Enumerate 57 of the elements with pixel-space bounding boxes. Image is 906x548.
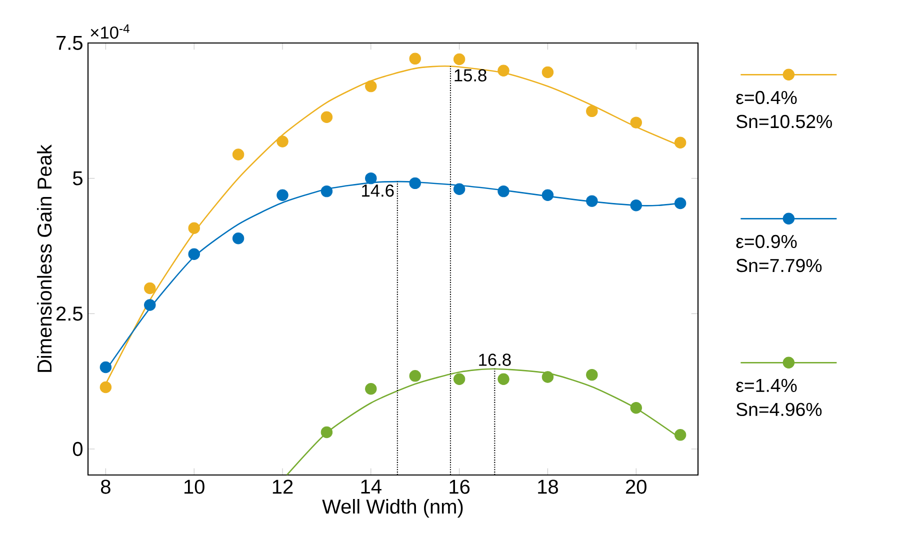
point — [542, 189, 554, 201]
x-tick-label: 20 — [626, 480, 646, 494]
y-tick-label: 0 — [72, 442, 83, 456]
point — [365, 383, 377, 395]
point — [320, 185, 333, 198]
point — [100, 361, 112, 374]
y-tick-label: 7.5 — [56, 36, 82, 50]
legend-label: ε=1.4% Sn=4.96% — [736, 378, 822, 416]
point — [674, 136, 686, 148]
point — [320, 426, 333, 438]
point — [630, 402, 642, 414]
x-tick-label: 8 — [101, 480, 110, 494]
x-tick-label: 14 — [361, 480, 382, 494]
x-tick-label: 16 — [450, 480, 470, 494]
y-tick-label: 2.5 — [56, 306, 82, 321]
ref-line-label: 15.8 — [454, 69, 486, 82]
ref-line-label: 14.6 — [362, 184, 394, 197]
point — [188, 248, 200, 260]
point — [365, 80, 377, 92]
x-tick-label: 10 — [184, 480, 204, 494]
x-axis-title: Well Width (nm) — [322, 499, 463, 518]
y-tick-label: 5 — [72, 171, 82, 186]
ref-line-label: 16.8 — [479, 354, 511, 366]
point — [232, 148, 244, 160]
point — [542, 371, 554, 383]
point — [453, 183, 466, 196]
legend-label: ε=0.9% Sn=7.79% — [736, 234, 822, 272]
point — [276, 189, 288, 201]
point — [365, 172, 377, 184]
point — [498, 64, 510, 76]
point — [276, 136, 288, 148]
point — [453, 373, 466, 386]
point — [630, 200, 642, 212]
point — [409, 370, 421, 382]
point — [232, 232, 244, 244]
point — [320, 111, 333, 124]
point — [100, 381, 112, 394]
point — [409, 177, 421, 190]
point — [409, 52, 421, 65]
point — [498, 373, 510, 386]
legend-label: ε=0.4% Sn=10.52% — [736, 90, 832, 128]
point — [188, 222, 200, 234]
point — [144, 282, 156, 294]
point — [453, 53, 466, 66]
y-axis-title: Dimensionless Gain Peak — [36, 144, 52, 372]
point — [586, 105, 598, 118]
point — [498, 185, 510, 198]
point — [586, 368, 598, 381]
x-tick-label: 12 — [272, 480, 293, 494]
point — [674, 429, 686, 441]
point — [630, 116, 642, 128]
point — [144, 299, 156, 311]
x-tick-label: 18 — [538, 480, 558, 494]
text: ×10$^{-4}$ — [90, 24, 130, 39]
point — [542, 66, 554, 78]
point — [586, 195, 598, 207]
point — [674, 197, 686, 210]
